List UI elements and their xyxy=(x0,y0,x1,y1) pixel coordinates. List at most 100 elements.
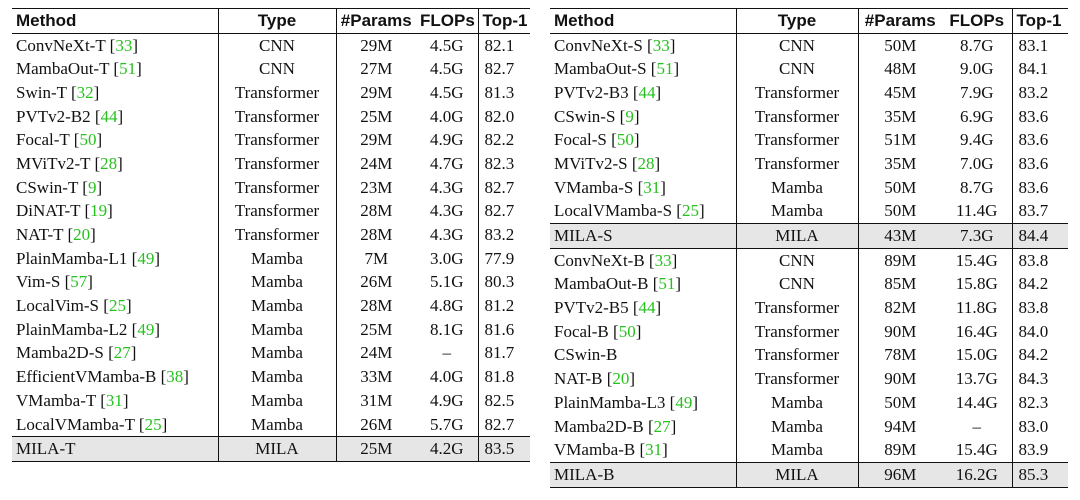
params-cell: 26M xyxy=(335,412,416,438)
header-type: Type xyxy=(217,8,336,34)
citation-link[interactable]: 51 xyxy=(658,274,676,294)
params-cell: 50M xyxy=(857,175,942,200)
top1-cell: 83.2 xyxy=(1011,81,1068,105)
citation-link[interactable]: 20 xyxy=(73,225,91,245)
citation-link[interactable]: 19 xyxy=(90,201,108,221)
citation-link[interactable]: 28 xyxy=(100,153,118,173)
method-name: CSwin-S xyxy=(554,106,616,126)
type-cell: Mamba xyxy=(217,317,336,342)
flops-cell: 7.9G xyxy=(959,82,994,102)
params-cell: 89M xyxy=(857,247,942,273)
citation-link[interactable]: 57 xyxy=(70,272,88,292)
citation-link[interactable]: 50 xyxy=(618,321,636,341)
flops-cell: 15.4G xyxy=(942,438,1012,464)
citation-link[interactable]: 28 xyxy=(637,153,655,173)
citation-link[interactable]: 31 xyxy=(645,440,663,460)
table-row: Focal-B [50] Transformer 90M 16.4G 84.0 xyxy=(550,319,1068,344)
method-cell: Vim-S [57] xyxy=(16,272,93,292)
params-cell: 82M xyxy=(857,296,942,320)
citation-link[interactable]: 31 xyxy=(643,177,661,197)
citation-link[interactable]: 25 xyxy=(108,296,126,316)
flops-cell: 4.2G xyxy=(416,436,478,462)
citation-link[interactable]: 31 xyxy=(105,390,123,410)
top1-cell: 82.0 xyxy=(477,104,530,129)
table-row: VMamba-S [31] Mamba 50M 8.7G 83.6 xyxy=(550,175,1068,200)
flops-cell: 4.0G xyxy=(429,367,464,387)
method-cell: DiNAT-T [19] xyxy=(16,201,113,221)
citation-link[interactable]: 44 xyxy=(638,298,656,318)
type-cell: Mamba xyxy=(735,438,858,464)
citation-link[interactable]: 44 xyxy=(638,82,656,102)
citation-link[interactable]: 25 xyxy=(681,201,699,221)
method-cell: EfficientVMamba-B [38] xyxy=(16,367,189,387)
top1-cell: 85.3 xyxy=(1011,462,1068,488)
flops-cell: 8.7G xyxy=(959,35,994,55)
type-cell: CNN xyxy=(735,247,858,273)
type-cell: Transformer xyxy=(217,81,336,105)
citation-link[interactable]: 38 xyxy=(166,367,184,387)
citation-link[interactable]: 9 xyxy=(625,106,634,126)
table-header-row: Method Type #Params FLOPs Top-1 xyxy=(12,8,530,34)
top1-cell: 81.6 xyxy=(477,317,530,342)
flops-cell: 14.4G xyxy=(955,392,998,412)
flops-cell: 16.4G xyxy=(955,321,998,341)
top1-cell: 83.6 xyxy=(1011,104,1068,129)
type-cell: MILA xyxy=(217,436,336,462)
citation-link[interactable]: 20 xyxy=(612,369,630,389)
table-row: Focal-T [50] Transformer 29M 4.9G 82.2 xyxy=(12,128,530,153)
citation-link[interactable]: 51 xyxy=(656,59,674,79)
type-cell: CNN xyxy=(217,33,336,58)
type-cell: Transformer xyxy=(735,128,858,153)
citation-link[interactable]: 49 xyxy=(137,319,155,339)
table-row: Mamba2D-S [27] Mamba 24M – 81.7 xyxy=(12,341,530,366)
citation-link[interactable]: 33 xyxy=(654,250,672,270)
method-cell: PVTv2-B2 [44] xyxy=(16,106,124,126)
citation-link[interactable]: 33 xyxy=(652,35,670,55)
top1-cell: 83.6 xyxy=(1011,175,1068,200)
method-cell: PVTv2-B3 [44] xyxy=(554,82,662,102)
citation-link[interactable]: 27 xyxy=(113,343,131,363)
type-cell: Transformer xyxy=(217,223,336,247)
right-results-table: Method Type #Params FLOPs Top-1 ConvNeXt… xyxy=(550,8,1068,488)
citation-link[interactable]: 49 xyxy=(137,248,155,268)
table-row: PVTv2-B2 [44] Transformer 25M 4.0G 82.0 xyxy=(12,104,530,129)
top1-cell: 82.1 xyxy=(477,33,530,58)
flops-cell: 4.3G xyxy=(429,225,464,245)
table-row: MambaOut-S [51] CNN 48M 9.0G 84.1 xyxy=(550,57,1068,82)
top1-cell: 81.8 xyxy=(477,365,530,389)
method-name: Swin-T xyxy=(16,82,67,102)
method-cell: Focal-T [50] xyxy=(16,130,103,150)
method-name: CSwin-B xyxy=(554,345,618,365)
citation-link[interactable]: 51 xyxy=(119,59,137,79)
table-row: VMamba-T [31] Mamba 31M 4.9G 82.5 xyxy=(12,389,530,413)
table-row: Focal-S [50] Transformer 51M 9.4G 83.6 xyxy=(550,128,1068,153)
type-cell: Mamba xyxy=(735,391,858,415)
type-cell: Transformer xyxy=(735,104,858,129)
table-row: Vim-S [57] Mamba 26M 5.1G 80.3 xyxy=(12,270,530,295)
params-cell: 29M xyxy=(335,33,416,58)
citation-link[interactable]: 50 xyxy=(616,130,634,150)
params-cell: 48M xyxy=(857,57,942,82)
params-cell: 23M xyxy=(335,175,416,200)
method-name: VMamba-S xyxy=(554,177,634,197)
top1-cell: 82.5 xyxy=(477,389,530,413)
table-row: LocalVim-S [25] Mamba 28M 4.8G 81.2 xyxy=(12,294,530,318)
citation-link[interactable]: 32 xyxy=(76,82,94,102)
citation-link[interactable]: 27 xyxy=(653,416,671,436)
citation-link[interactable]: 33 xyxy=(115,35,133,55)
citation-link[interactable]: 49 xyxy=(675,392,693,412)
type-cell: Transformer xyxy=(735,81,858,105)
citation-link[interactable]: 44 xyxy=(100,106,118,126)
flops-cell: 4.5G xyxy=(429,59,464,79)
citation-link[interactable]: 25 xyxy=(144,414,162,434)
citation-link[interactable]: 9 xyxy=(87,177,97,197)
top1-cell: 81.2 xyxy=(477,294,530,318)
header-top1: Top-1 xyxy=(477,8,530,34)
params-cell: 51M xyxy=(857,128,942,153)
params-cell: 85M xyxy=(857,272,942,297)
table-row: CSwin-S [9] Transformer 35M 6.9G 83.6 xyxy=(550,104,1068,129)
type-cell: Transformer xyxy=(217,128,336,153)
table-row: MILA-T MILA 25M 4.2G 83.5 xyxy=(12,436,530,462)
params-cell: 90M xyxy=(857,367,942,391)
citation-link[interactable]: 50 xyxy=(79,130,97,150)
